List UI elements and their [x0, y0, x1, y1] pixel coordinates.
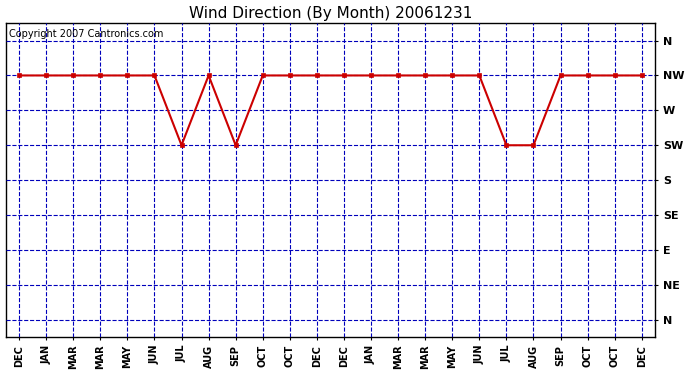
- Title: Wind Direction (By Month) 20061231: Wind Direction (By Month) 20061231: [189, 6, 472, 21]
- Text: Copyright 2007 Cantronics.com: Copyright 2007 Cantronics.com: [9, 29, 163, 39]
